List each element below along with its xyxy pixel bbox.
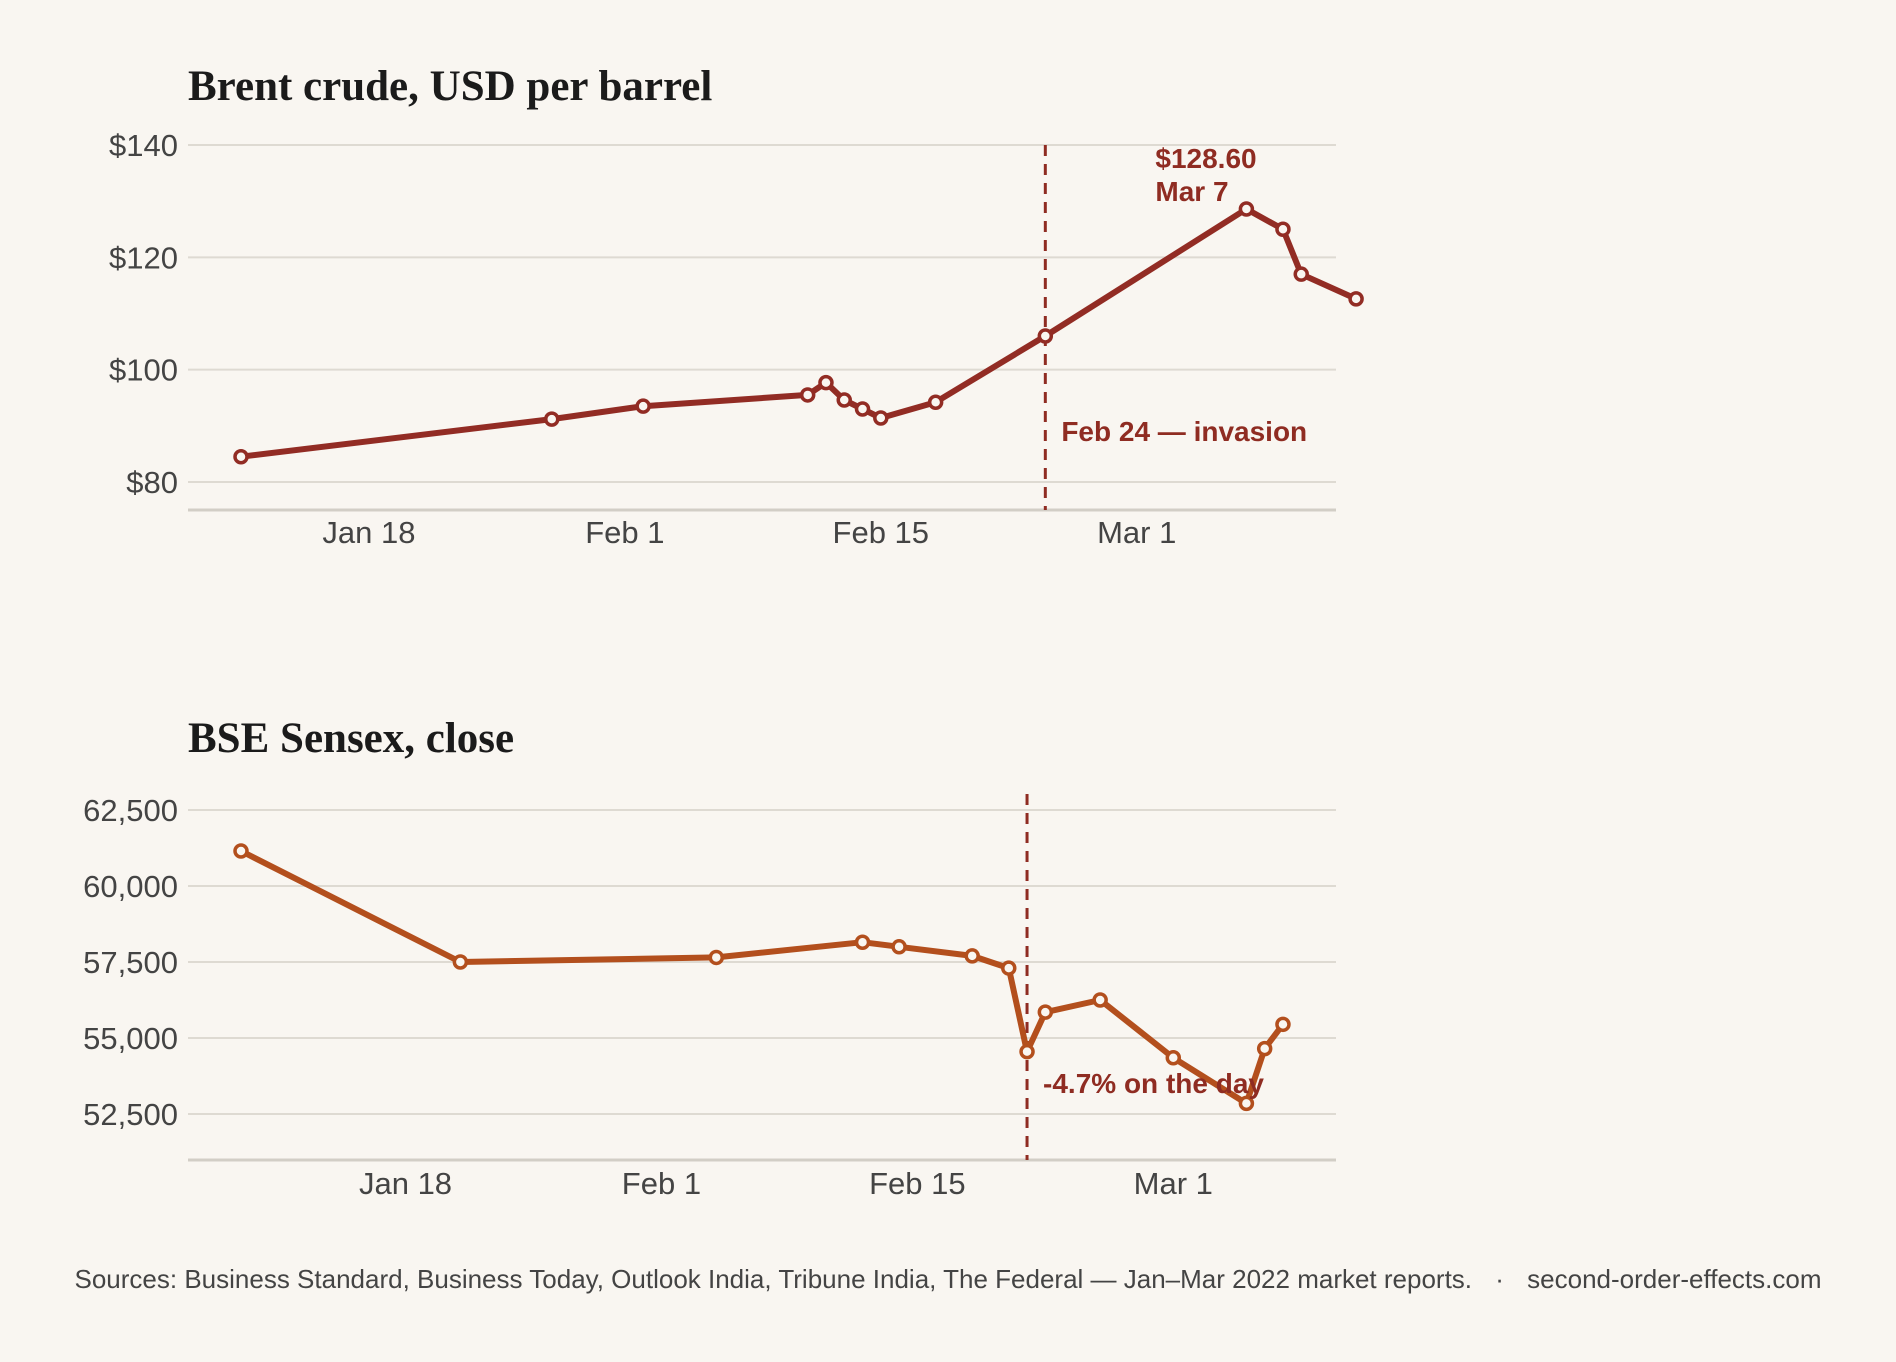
sensex-y-tick-label: 62,500 [83, 793, 178, 828]
brent-data-point [544, 411, 560, 427]
brent-data-point [1037, 328, 1054, 344]
sources-footer: Sources: Business Standard, Business Tod… [75, 1264, 1822, 1294]
sensex-data-point [452, 954, 469, 970]
brent-peak-callout: Mar 7 [1155, 176, 1228, 207]
sensex-data-point [1275, 1016, 1291, 1033]
brent-data-point [799, 387, 816, 403]
brent-y-tick-label: $120 [109, 240, 178, 275]
brent-x-tick-label: Feb 1 [585, 515, 664, 550]
brent-data-point [873, 410, 889, 426]
brent-data-point [635, 398, 651, 414]
brent-chart: Brent crude, USD per barrel $80 $100 $120 $… [109, 63, 1364, 550]
brent-data-point [854, 401, 871, 417]
sensex-data-point [708, 949, 725, 966]
brent-data-point [1293, 266, 1309, 282]
brent-y-tick-label: $100 [109, 353, 178, 388]
footer-sources: Sources: Business Standard, Business Tod… [75, 1264, 1473, 1294]
sensex-data-point [964, 948, 980, 964]
sensex-y-tick-label: 55,000 [83, 1021, 178, 1056]
sensex-y-tick-label: 52,500 [83, 1097, 178, 1132]
sensex-data-point [1037, 1004, 1054, 1020]
brent-event-label: Feb 24 — invasion [1061, 416, 1307, 447]
sensex-x-tick-label: Jan 18 [359, 1166, 452, 1201]
sensex-chart: BSE Sensex, close 52,500 55,000 57,500 60,0… [83, 715, 1336, 1201]
sensex-data-point [891, 939, 907, 955]
sensex-data-point [1019, 1043, 1035, 1060]
brent-data-point [1348, 291, 1364, 307]
sensex-y-tick-label: 57,500 [83, 945, 178, 980]
sensex-y-tick-label: 60,000 [83, 869, 178, 904]
brent-data-point [233, 448, 249, 465]
sensex-x-tick-label: Feb 1 [622, 1166, 701, 1201]
brent-data-point [927, 394, 944, 410]
sensex-data-point [233, 843, 249, 859]
sensex-data-point [1238, 1095, 1255, 1112]
brent-y-tick-label: $80 [126, 465, 178, 500]
brent-x-tick-label: Jan 18 [322, 515, 415, 550]
sensex-chart-title: BSE Sensex, close [188, 715, 514, 762]
brent-data-point [818, 374, 834, 391]
brent-peak-callout: $128.60 [1155, 143, 1256, 174]
footer-separator: · [1495, 1264, 1504, 1294]
brent-data-point [836, 392, 852, 408]
brent-data-point [1238, 201, 1255, 217]
brent-x-tick-label: Mar 1 [1097, 515, 1176, 550]
sensex-series-line [238, 848, 1286, 1107]
brent-chart-title: Brent crude, USD per barrel [188, 63, 712, 110]
footer-site[interactable]: second-order-effects.com [1527, 1264, 1821, 1294]
sensex-event-label: -4.7% on the day [1043, 1068, 1264, 1099]
brent-x-tick-label: Feb 15 [833, 515, 930, 550]
sensex-data-point [854, 934, 871, 950]
sensex-data-point [1256, 1040, 1273, 1057]
brent-y-tick-label: $140 [109, 128, 178, 163]
brent-data-point [1275, 221, 1291, 237]
sensex-x-tick-label: Feb 15 [869, 1166, 966, 1201]
sensex-data-point [1092, 992, 1108, 1008]
sensex-data-point [1001, 960, 1017, 976]
sensex-data-point [1165, 1050, 1182, 1066]
sensex-x-tick-label: Mar 1 [1134, 1166, 1213, 1201]
